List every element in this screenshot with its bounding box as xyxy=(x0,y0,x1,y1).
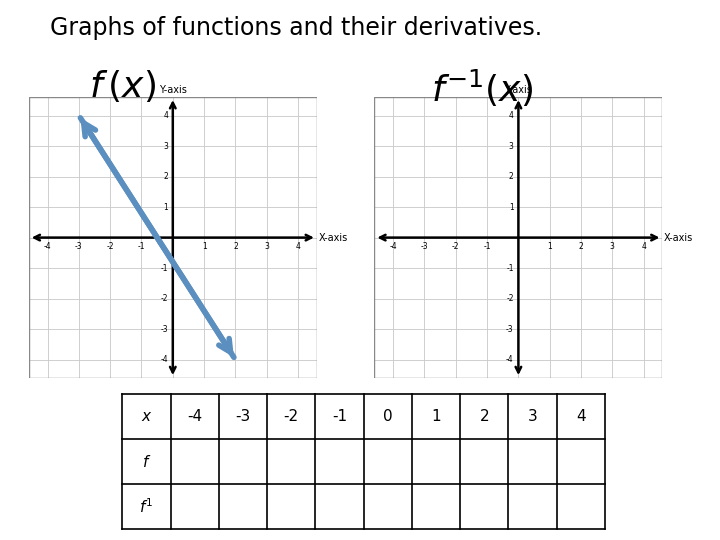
Text: X-axis: X-axis xyxy=(664,233,693,242)
Text: 2: 2 xyxy=(163,172,168,181)
Text: -3: -3 xyxy=(235,409,251,424)
Text: 4: 4 xyxy=(576,409,585,424)
Text: 4: 4 xyxy=(163,111,168,120)
Text: 1: 1 xyxy=(163,202,168,212)
Text: X-axis: X-axis xyxy=(318,233,348,242)
Text: -3: -3 xyxy=(75,242,83,251)
Text: 3: 3 xyxy=(528,409,537,424)
Text: 0: 0 xyxy=(383,409,392,424)
Text: -1: -1 xyxy=(332,409,347,424)
Text: -4: -4 xyxy=(187,409,202,424)
Text: $x$: $x$ xyxy=(140,409,153,424)
Text: $f^1$: $f^1$ xyxy=(140,497,153,516)
Text: -4: -4 xyxy=(161,355,168,364)
Text: -1: -1 xyxy=(161,264,168,273)
Text: Graphs of functions and their derivatives.: Graphs of functions and their derivative… xyxy=(50,16,543,40)
Text: -2: -2 xyxy=(452,242,459,251)
Text: -4: -4 xyxy=(390,242,397,251)
Text: -1: -1 xyxy=(138,242,145,251)
Text: 3: 3 xyxy=(610,242,615,251)
Text: -3: -3 xyxy=(161,325,168,334)
Text: $f^{-1}(x)$: $f^{-1}(x)$ xyxy=(431,68,534,109)
Text: -3: -3 xyxy=(506,325,513,334)
Text: $f\,(x)$: $f\,(x)$ xyxy=(89,68,156,104)
Text: Y-axis: Y-axis xyxy=(505,85,532,94)
Text: -1: -1 xyxy=(483,242,491,251)
Text: -2: -2 xyxy=(506,294,513,303)
Text: -1: -1 xyxy=(506,264,513,273)
Text: -2: -2 xyxy=(284,409,299,424)
Text: 1: 1 xyxy=(509,202,513,212)
Text: 3: 3 xyxy=(509,141,513,151)
Text: 2: 2 xyxy=(480,409,489,424)
Text: 2: 2 xyxy=(233,242,238,251)
Text: 3: 3 xyxy=(163,141,168,151)
Text: 1: 1 xyxy=(547,242,552,251)
Text: $f$: $f$ xyxy=(142,454,151,470)
Text: -3: -3 xyxy=(420,242,428,251)
Text: 4: 4 xyxy=(296,242,300,251)
Text: 4: 4 xyxy=(642,242,646,251)
Text: Y-axis: Y-axis xyxy=(159,85,186,94)
Text: 3: 3 xyxy=(264,242,269,251)
Text: 1: 1 xyxy=(431,409,441,424)
Text: -4: -4 xyxy=(44,242,51,251)
Text: 4: 4 xyxy=(509,111,513,120)
Text: -2: -2 xyxy=(161,294,168,303)
Text: 1: 1 xyxy=(202,242,207,251)
Text: -4: -4 xyxy=(506,355,513,364)
Text: 2: 2 xyxy=(579,242,583,251)
Text: 2: 2 xyxy=(509,172,513,181)
Text: -2: -2 xyxy=(107,242,114,251)
